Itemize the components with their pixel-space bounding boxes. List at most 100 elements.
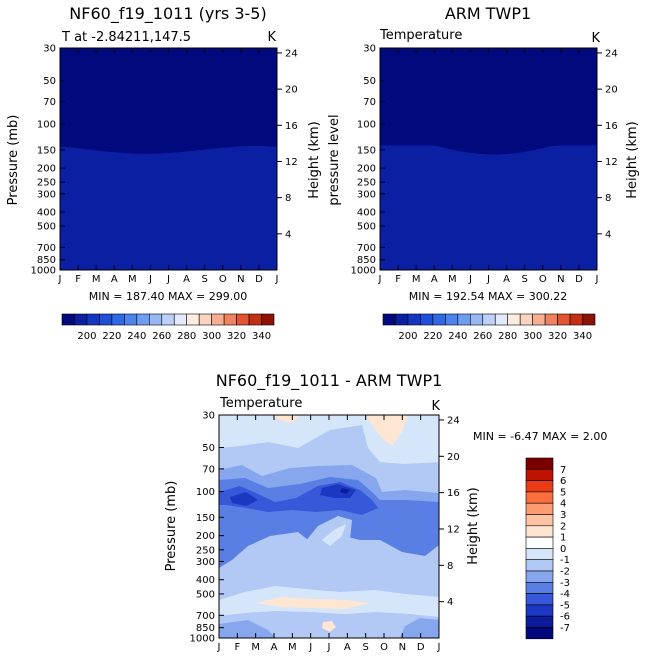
- y-tick-label: 150: [37, 145, 56, 156]
- y-tick-label: 300: [357, 189, 376, 200]
- y-tick-label: 30: [202, 411, 215, 422]
- x-tick-label: J: [166, 274, 170, 285]
- y-tick-label: 200: [196, 531, 215, 542]
- colorbar-swatch: [525, 548, 554, 561]
- x-tick-label: M: [412, 274, 421, 285]
- colorbar-swatch: [111, 313, 125, 326]
- x-tick-label: O: [380, 642, 388, 653]
- y-tick-label: 400: [196, 575, 215, 586]
- colorbar-label: 300: [523, 331, 542, 342]
- x-tick-label: A: [183, 274, 190, 285]
- x-tick-label: S: [521, 274, 527, 285]
- height-tick-label: 8: [447, 561, 453, 572]
- colorbar-swatch: [236, 313, 250, 326]
- colorbar-swatch: [525, 480, 554, 493]
- colorbar-label: 4: [560, 499, 566, 510]
- y-tick-label: 850: [357, 255, 376, 266]
- colorbar-swatch: [525, 570, 554, 583]
- x-tick-label: F: [75, 274, 81, 285]
- colorbar-swatch: [161, 313, 175, 326]
- y-tick-label: 500: [357, 222, 376, 233]
- x-tick-label: J: [327, 642, 331, 653]
- colorbar-label: -7: [560, 623, 570, 634]
- height-tick-label: 16: [447, 488, 460, 499]
- y-tick-label: 250: [37, 178, 56, 189]
- height-tick-label: 20: [285, 85, 298, 96]
- x-tick-label: N: [399, 642, 406, 653]
- colorbar-label: 220: [423, 331, 442, 342]
- x-tick-label: J: [308, 642, 312, 653]
- colorbar-label: -1: [560, 555, 570, 566]
- panel-model-right-ylabel: Height (km): [307, 121, 322, 198]
- colorbar-swatch: [248, 313, 262, 326]
- panel-model: NF60_f19_1011 (yrs 3-5) T at -2.84211,14…: [6, 4, 322, 342]
- panel-obs-right-ylabel: Height (km): [625, 121, 640, 198]
- colorbar-swatch: [445, 313, 459, 326]
- y-tick-label: 1000: [190, 634, 215, 645]
- y-tick-label: 100: [357, 120, 376, 131]
- panel-diff-subtitle: Temperature: [219, 396, 302, 411]
- x-tick-label: M: [128, 274, 137, 285]
- panel-model-contours: [60, 48, 277, 270]
- height-tick-label: 4: [285, 229, 291, 240]
- y-tick-label: 100: [196, 487, 215, 498]
- y-tick-label: 500: [196, 589, 215, 600]
- colorbar-swatch: [261, 313, 275, 326]
- x-tick-label: A: [503, 274, 510, 285]
- panel-obs: ARM TWP1 Temperature K 30 50 70 100 150 200 25…: [327, 4, 640, 342]
- panel-model-subtitle: T at -2.84211,147.5: [61, 30, 191, 45]
- colorbar-swatch: [482, 313, 496, 326]
- y-tick-label: 50: [43, 76, 56, 87]
- x-tick-label: J: [486, 274, 490, 285]
- panel-model-ylabel: Pressure (mb): [6, 115, 21, 206]
- colorbar-label: -4: [560, 589, 570, 600]
- x-tick-label: N: [237, 274, 244, 285]
- height-tick-label: 12: [447, 524, 460, 535]
- colorbar-swatch: [211, 313, 225, 326]
- colorbar-label: -6: [560, 612, 570, 623]
- panel-model-title: NF60_f19_1011 (yrs 3-5): [69, 4, 266, 24]
- x-tick-label: J: [437, 642, 441, 653]
- y-tick-label: 50: [363, 76, 376, 87]
- colorbar-label: 5: [560, 487, 566, 498]
- panel-diff-title: NF60_f19_1011 - ARM TWP1: [216, 371, 443, 391]
- height-tick-label: 20: [605, 85, 618, 96]
- panel-model-colorbar: 200 220 240 260 280 300 320 340: [61, 313, 275, 342]
- colorbar-swatch: [469, 313, 484, 326]
- colorbar-label: 220: [102, 331, 121, 342]
- height-tick-label: 16: [605, 121, 618, 132]
- y-tick-label: 850: [196, 623, 215, 634]
- height-tick-label: 8: [285, 193, 291, 204]
- colorbar-swatch: [569, 313, 583, 326]
- colorbar-label: 260: [152, 331, 171, 342]
- colorbar-swatch: [525, 502, 554, 515]
- x-tick-label: S: [362, 642, 368, 653]
- colorbar-label: -5: [560, 600, 570, 611]
- colorbar-swatch: [519, 313, 533, 326]
- diff-surface-minus3-right: [400, 618, 439, 638]
- panel-obs-title: ARM TWP1: [445, 4, 531, 23]
- colorbar-label: 6: [560, 476, 566, 487]
- colorbar-label: -2: [560, 567, 570, 578]
- diff-white-spot: [322, 524, 346, 546]
- colorbar-swatch: [557, 313, 571, 326]
- y-tick-label: 70: [202, 464, 215, 475]
- x-tick-label: M: [92, 274, 101, 285]
- colorbar-swatch: [525, 604, 554, 617]
- y-tick-label: 200: [37, 164, 56, 175]
- height-tick-label: 24: [605, 48, 618, 59]
- colorbar-label: 0: [560, 544, 566, 555]
- colorbar-swatch: [507, 313, 521, 326]
- x-tick-label: M: [251, 642, 260, 653]
- x-tick-label: F: [395, 274, 401, 285]
- panel-obs-ylabel: pressure level: [327, 114, 342, 205]
- panel-obs-minmax: MIN = 192.54 MAX = 300.22: [409, 290, 567, 303]
- y-tick-label: 30: [363, 44, 376, 55]
- y-tick-label: 300: [37, 189, 56, 200]
